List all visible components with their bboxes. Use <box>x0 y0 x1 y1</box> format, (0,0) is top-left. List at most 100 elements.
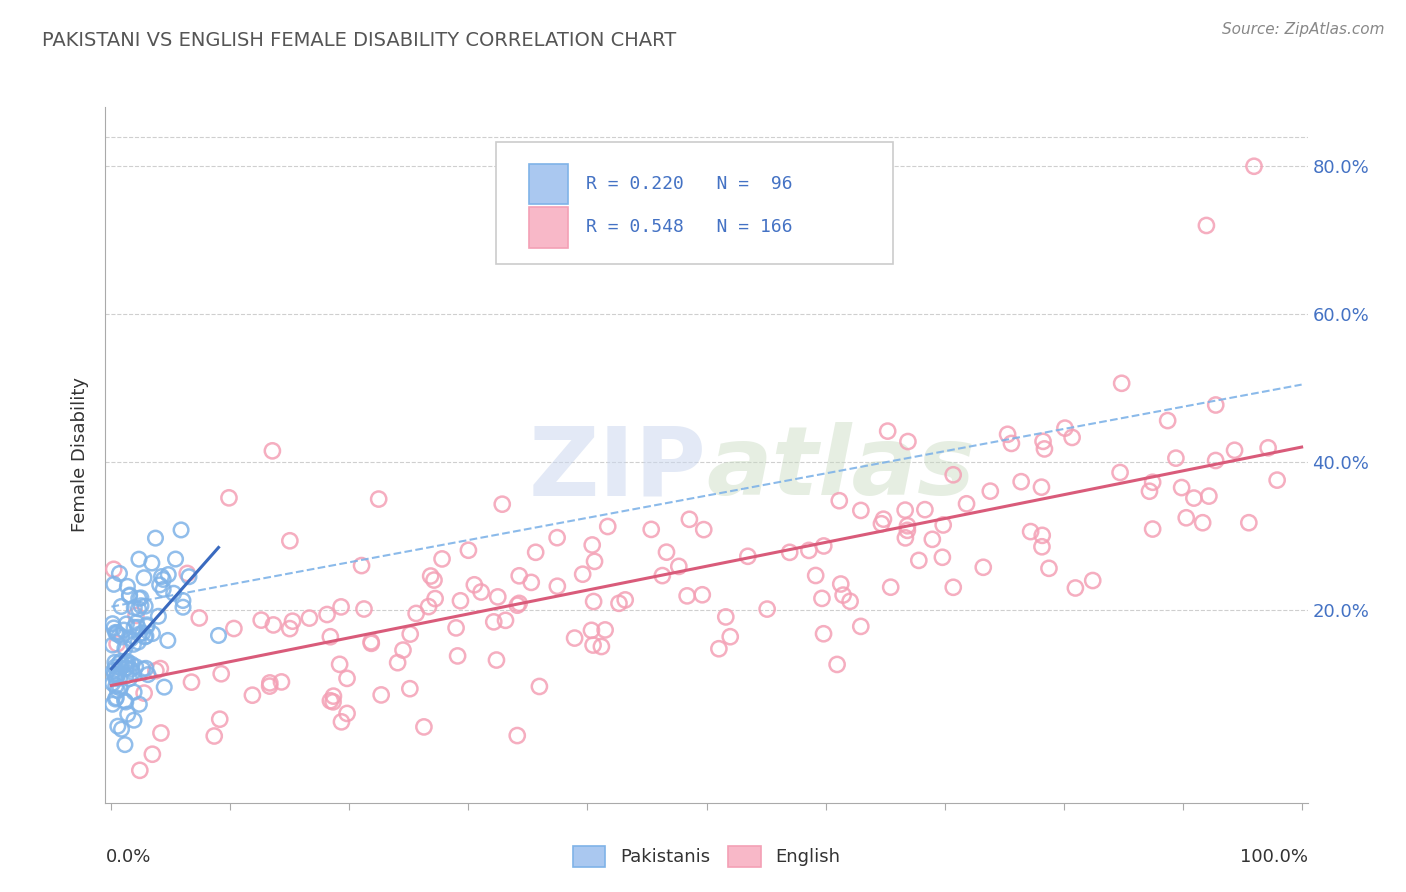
Point <box>104 692 127 706</box>
Point <box>128 627 150 641</box>
Point <box>591 640 613 654</box>
Point <box>1111 376 1133 391</box>
Point <box>176 566 198 581</box>
Point <box>1223 443 1246 458</box>
Text: 0.0%: 0.0% <box>105 848 150 866</box>
Point <box>149 726 172 740</box>
Point <box>122 637 145 651</box>
Point <box>581 624 603 638</box>
Point <box>583 554 606 568</box>
Point <box>135 629 157 643</box>
Text: R = 0.548   N = 166: R = 0.548 N = 166 <box>586 219 793 236</box>
Point <box>322 695 344 709</box>
Point <box>127 602 149 616</box>
Point <box>508 569 530 583</box>
Point <box>1031 540 1053 554</box>
Point <box>418 599 440 614</box>
Point <box>399 627 422 641</box>
Point <box>129 591 152 605</box>
Point <box>506 729 529 743</box>
Point <box>103 562 125 576</box>
Point <box>128 552 150 566</box>
Point <box>413 720 436 734</box>
Point <box>546 531 568 545</box>
Point <box>1205 453 1227 467</box>
Point <box>350 558 373 573</box>
Point <box>737 549 759 564</box>
Point <box>125 615 148 630</box>
Point <box>756 602 779 616</box>
Point <box>122 620 145 634</box>
Point <box>136 617 159 632</box>
Point <box>849 619 872 633</box>
Point <box>122 665 145 680</box>
Point <box>104 625 127 640</box>
Point <box>495 613 517 627</box>
Point <box>132 662 155 676</box>
Point <box>163 586 186 600</box>
Point <box>105 627 128 641</box>
Point <box>449 594 471 608</box>
Point <box>122 685 145 699</box>
Point <box>830 577 852 591</box>
Point <box>172 600 194 615</box>
Point <box>485 653 508 667</box>
Text: atlas: atlas <box>707 422 976 516</box>
Point <box>103 621 125 635</box>
Point <box>115 661 138 675</box>
Point <box>1139 484 1161 499</box>
Point <box>779 545 801 559</box>
Point <box>330 714 353 729</box>
Point <box>209 666 232 681</box>
Point <box>114 695 136 709</box>
Point <box>463 578 485 592</box>
Point <box>121 657 143 672</box>
Point <box>1195 219 1218 233</box>
Point <box>103 664 125 678</box>
Point <box>582 638 605 652</box>
Point <box>1081 574 1104 588</box>
Point <box>979 484 1001 499</box>
Point <box>571 567 593 582</box>
Point <box>105 625 128 640</box>
Point <box>132 626 155 640</box>
Point <box>707 641 730 656</box>
Point <box>120 662 142 676</box>
Point <box>491 497 513 511</box>
Point <box>218 491 240 505</box>
Point <box>640 523 662 537</box>
Point <box>108 657 131 671</box>
Point <box>813 539 835 553</box>
Point <box>813 626 835 640</box>
Point <box>319 694 342 708</box>
Point <box>110 654 132 668</box>
Point <box>117 655 139 669</box>
Point <box>392 643 415 657</box>
Point <box>839 594 862 608</box>
Point <box>870 516 893 531</box>
Point <box>202 729 225 743</box>
Point <box>564 631 586 645</box>
Point <box>1031 480 1053 494</box>
Point <box>153 680 176 694</box>
Point <box>360 635 382 649</box>
Point <box>849 503 872 517</box>
Point <box>676 589 699 603</box>
Point <box>104 679 127 693</box>
Point <box>446 648 468 663</box>
Point <box>141 556 163 570</box>
Point <box>262 618 284 632</box>
Point <box>319 630 342 644</box>
Point <box>125 608 148 623</box>
Point <box>714 610 737 624</box>
Point <box>148 609 170 624</box>
Point <box>108 681 131 695</box>
Point <box>651 568 673 582</box>
Point <box>804 568 827 582</box>
Point <box>430 552 453 566</box>
Point <box>546 579 568 593</box>
Point <box>150 569 173 583</box>
Point <box>112 623 135 637</box>
Point <box>797 543 820 558</box>
Point <box>897 434 920 449</box>
